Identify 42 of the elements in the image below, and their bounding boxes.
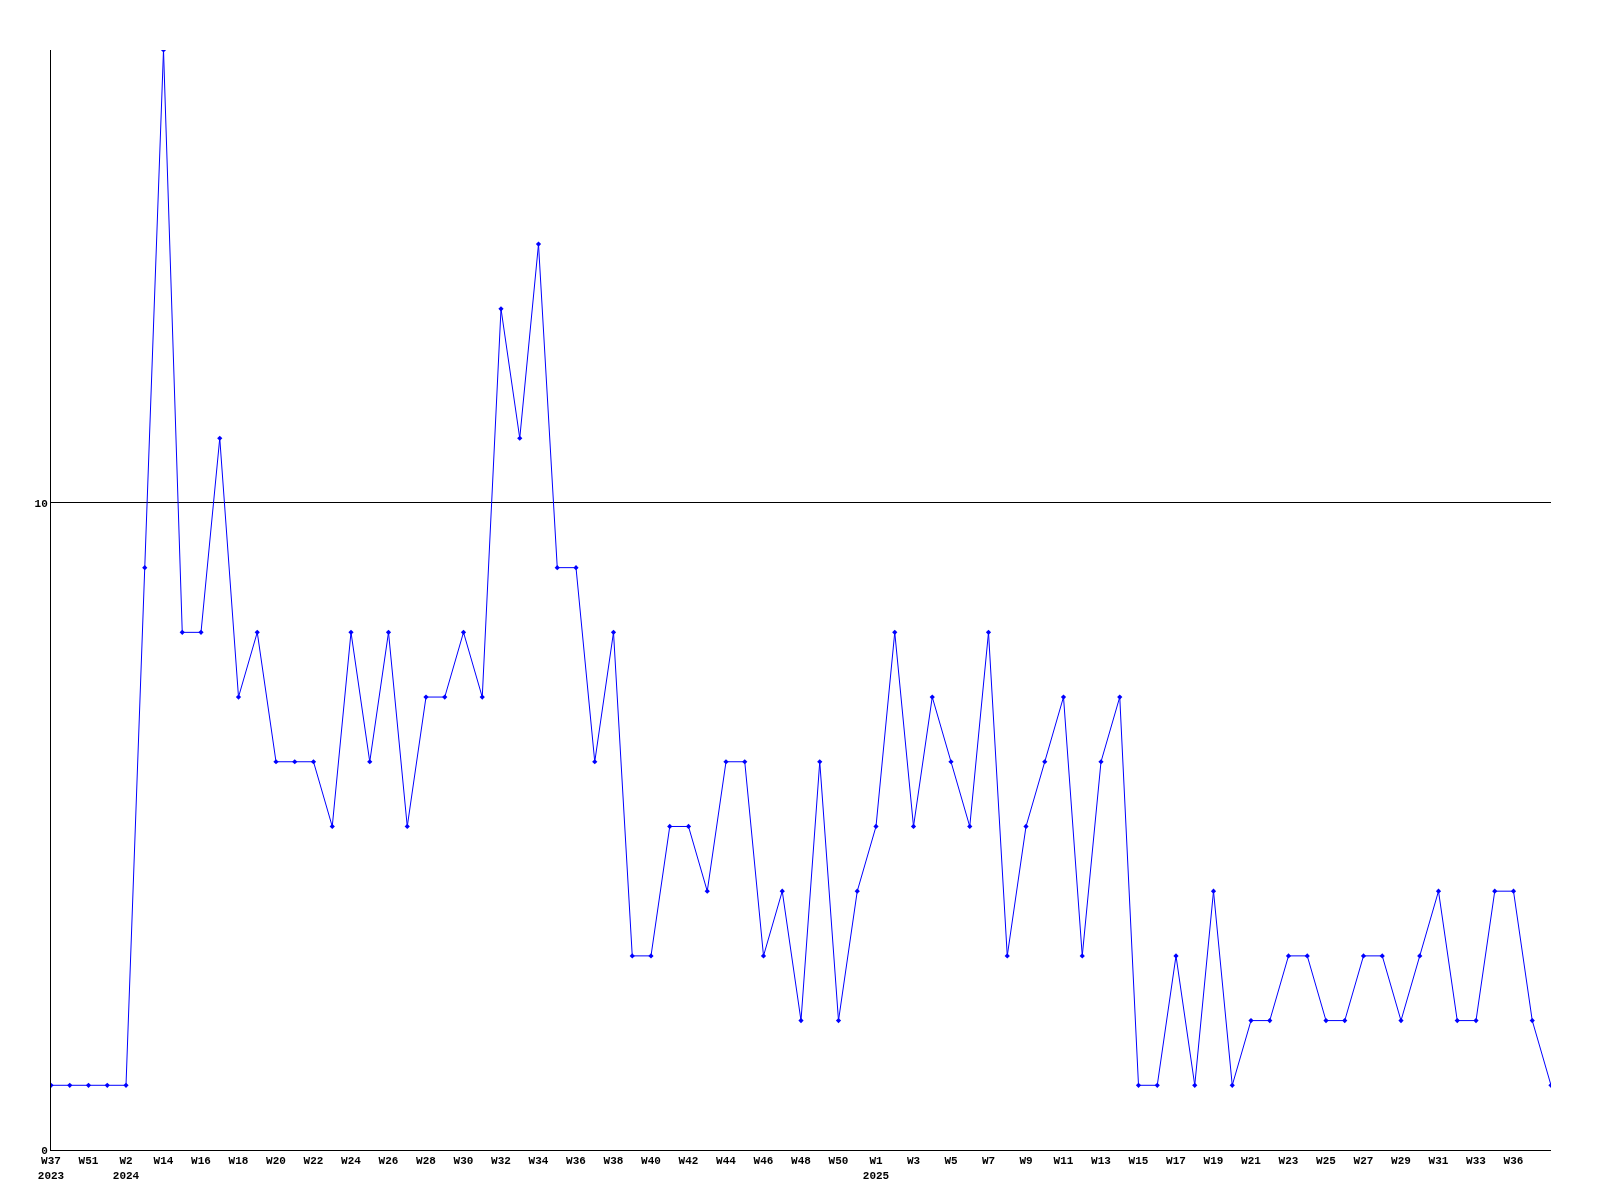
x-tick-label: W48 (791, 1155, 812, 1168)
x-tick-label: W19 (1203, 1155, 1224, 1168)
x-tick-label: W26 (378, 1155, 399, 1168)
x-tick-label: W33 (1466, 1155, 1487, 1168)
x-tick-label: W22 (303, 1155, 324, 1168)
x-tick-label: W46 (753, 1155, 774, 1168)
x-tick-label: W34 (528, 1155, 549, 1168)
x-tick-label: W36 (566, 1155, 586, 1168)
x-tick-label: W7 (981, 1155, 996, 1168)
x-tick-label: W3 (906, 1155, 921, 1168)
x-tick-label: W14 (153, 1155, 174, 1168)
x-tick-label: W29 (1391, 1155, 1411, 1168)
x-tick-label: W5 (944, 1155, 958, 1168)
x-tick-label: W25 (1316, 1155, 1337, 1168)
x-tick-label: W16 (191, 1155, 211, 1168)
x-tick-label: W24 (341, 1155, 362, 1168)
x-tick-label: W15 (1128, 1155, 1149, 1168)
x-tick-label: W23 (1278, 1155, 1299, 1168)
x-tick-label: W36 (1503, 1155, 1524, 1168)
y-tick-label: 0 (41, 1144, 48, 1157)
x-tick-label: W1 2025 (862, 1155, 890, 1182)
x-tick-label: W40 (641, 1155, 661, 1168)
x-tick-label: W51 (78, 1155, 99, 1168)
x-tick-label: W44 (716, 1155, 737, 1168)
x-tick-label: W32 (491, 1155, 511, 1168)
x-tick-label: W30 (453, 1155, 474, 1168)
x-tick-label: W2 2024 (112, 1155, 140, 1182)
x-tick-label: W13 (1091, 1155, 1112, 1168)
y-tick-label: 10 (34, 497, 48, 510)
x-tick-label: W42 (678, 1155, 699, 1168)
x-tick-label: W17 (1166, 1155, 1186, 1168)
x-tick-label: W20 (266, 1155, 286, 1168)
x-tick-label: W50 (828, 1155, 849, 1168)
x-tick-label: W11 (1053, 1155, 1074, 1168)
x-tick-label: W28 (416, 1155, 437, 1168)
x-tick-label: W21 (1241, 1155, 1262, 1168)
x-tick-label: W38 (603, 1155, 624, 1168)
x-tick-label: W27 (1353, 1155, 1374, 1168)
x-tick-label: W9 (1019, 1155, 1033, 1168)
x-tick-label: W31 (1428, 1155, 1449, 1168)
x-tick-label: W18 (228, 1155, 249, 1168)
x-tick-label: W37 2023 (37, 1155, 65, 1182)
